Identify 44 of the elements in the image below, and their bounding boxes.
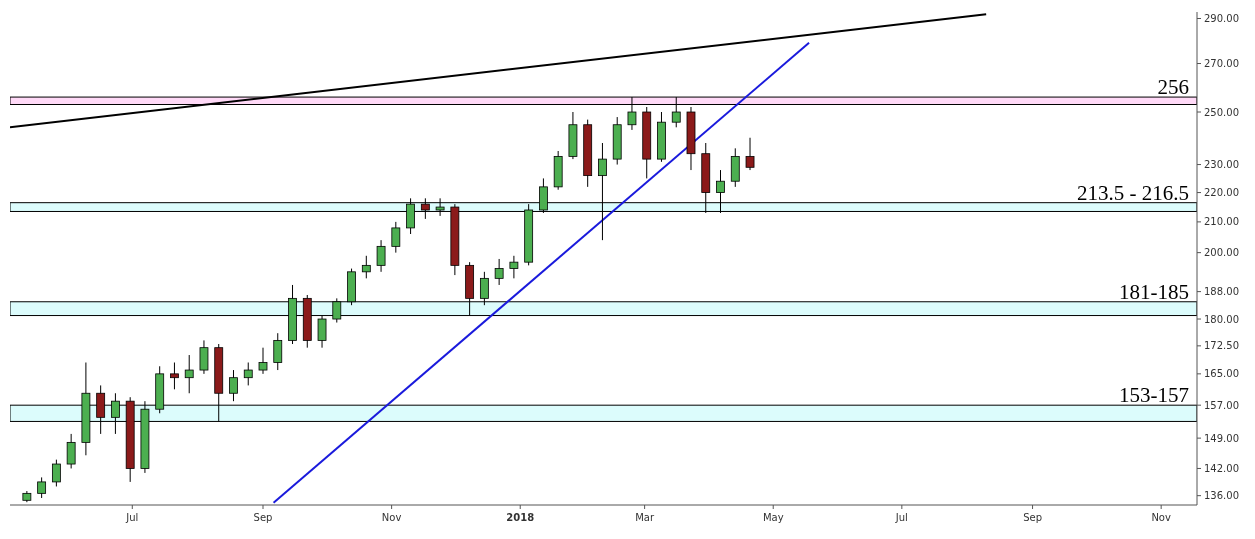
x-tick-label: Sep [1023,512,1042,523]
x-tick-label: Sep [253,512,273,523]
band-label: 153-157 [1119,383,1189,408]
y-tick-label: 149.00 [1204,432,1239,444]
candlestick [745,137,755,171]
y-tick-label: 210.00 [1204,216,1239,228]
y-tick-label: 270.00 [1204,58,1239,70]
y-tick-label: 200.00 [1204,247,1239,259]
y-tick-label: 180.00 [1204,313,1239,325]
y-tick-label: 142.00 [1204,462,1239,474]
x-tick-label: May [762,512,784,523]
x-tick-label: Nov [381,512,402,523]
y-tick-label: 136.00 [1204,490,1239,502]
y-tick-label: 250.00 [1204,106,1239,118]
candlestick [258,347,268,375]
candlestick [273,332,283,371]
candlestick [51,459,61,487]
y-tick-label: 188.00 [1204,286,1239,298]
candlestick [199,339,209,375]
candlestick [37,476,47,499]
band-label: 256 [1157,75,1189,100]
candlestick [229,369,238,402]
x-tick-label: 2018 [506,512,535,523]
x-tick-label: Mar [635,512,655,523]
candlestick [361,255,371,279]
y-tick-label: 230.00 [1204,159,1239,171]
candlestick [391,221,401,254]
band-label: 181-185 [1119,279,1189,304]
candlestick [494,258,504,286]
candlestick [509,255,519,279]
candlestick [66,433,76,469]
y-tick-label: 157.00 [1204,399,1239,411]
candlestick [184,354,194,394]
candlestick [170,362,179,390]
y-tick-label: 290.00 [1204,12,1239,24]
candlestick [243,362,253,386]
y-tick-label: 172.50 [1204,340,1239,352]
x-tick-label: Nov [1151,512,1171,523]
y-tick-label: 165.00 [1204,368,1239,380]
x-tick-label: Jul [125,512,139,523]
y-tick-label: 220.00 [1204,187,1239,199]
x-tick-label: Jul [894,512,908,523]
band-label: 213.5 - 216.5 [1077,180,1189,205]
candlestick [376,239,386,273]
